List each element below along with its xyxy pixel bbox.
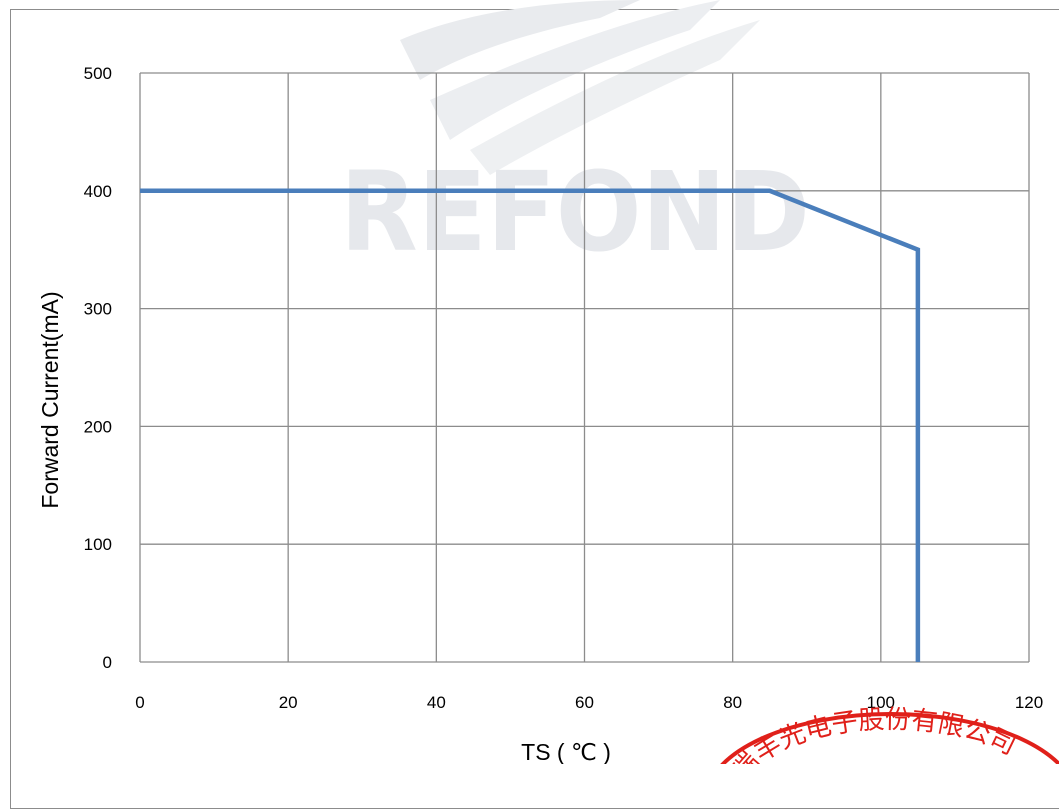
- y-axis-title: Forward Current(mA): [37, 291, 63, 508]
- x-tick-label: 20: [279, 693, 298, 712]
- refond-watermark: REFOND: [340, 0, 810, 276]
- x-tick-label: 100: [867, 693, 895, 712]
- y-tick-label: 100: [84, 535, 112, 554]
- y-tick-label: 0: [103, 653, 112, 672]
- watermark-swoosh: [400, 0, 640, 80]
- y-tick-labels: 0 100 200 300 400 500: [84, 64, 112, 672]
- x-tick-labels: 0 20 40 60 80 100 120: [135, 693, 1043, 712]
- company-seal-stamp: 瑞丰光电子股份有限公司: [720, 705, 1059, 764]
- watermark-text: REFOND: [340, 148, 810, 276]
- grid: [139, 72, 1030, 663]
- watermark-swoosh: [470, 20, 760, 175]
- x-tick-label: 60: [575, 693, 594, 712]
- y-tick-label: 300: [84, 300, 112, 319]
- stamp-ring: [720, 712, 1059, 764]
- y-tick-label: 500: [84, 64, 112, 83]
- y-tick-label: 400: [84, 182, 112, 201]
- x-tick-label: 0: [135, 693, 144, 712]
- y-tick-label: 200: [84, 417, 112, 436]
- series-line: [140, 188, 921, 662]
- x-axis-title: TS ( ℃ ): [521, 739, 611, 764]
- watermark-swoosh: [430, 0, 720, 140]
- stamp-text: 瑞丰光电子股份有限公司: [726, 705, 1021, 764]
- x-tick-label: 120: [1015, 693, 1043, 712]
- series-layer: [140, 188, 921, 662]
- x-tick-label: 40: [427, 693, 446, 712]
- x-tick-label: 80: [723, 693, 742, 712]
